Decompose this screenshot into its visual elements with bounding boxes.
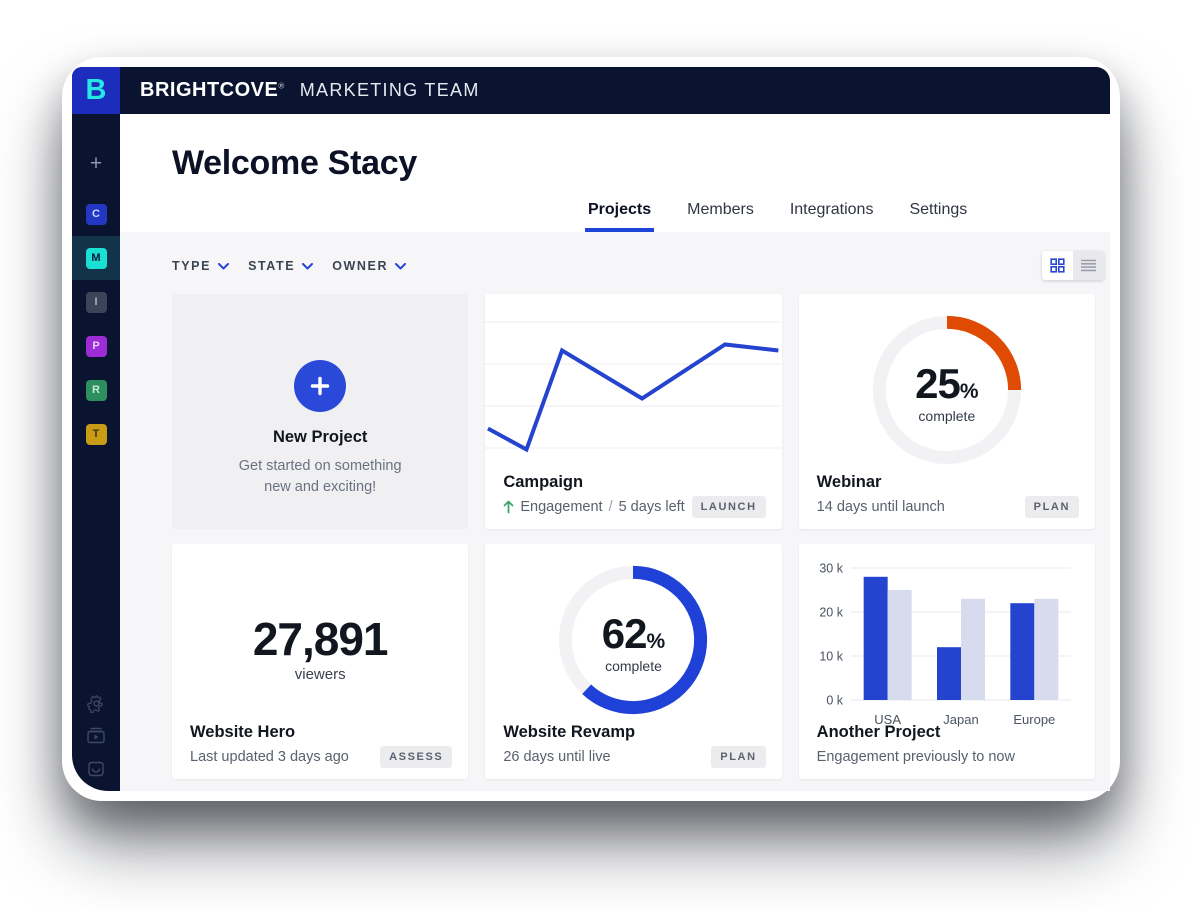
sidebar-item-r[interactable]: R — [72, 368, 120, 412]
gear-icon[interactable] — [86, 693, 106, 713]
filter-owner-dropdown[interactable]: OWNER — [332, 259, 407, 273]
chevron-down-icon — [218, 262, 230, 269]
card-title: Another Project — [816, 723, 941, 741]
new-project-card[interactable]: New Project Get started on something new… — [172, 294, 469, 529]
card-title: Webinar — [816, 473, 882, 491]
project-card-website-revamp[interactable]: 62% complete Website Revamp 26 days unti… — [485, 544, 782, 779]
filter-type-dropdown[interactable]: TYPE — [172, 259, 230, 273]
progress-percent: 62% — [601, 609, 666, 657]
top-bar: B BRIGHTCOVE® MARKETING TEAM — [72, 67, 1110, 114]
progress-caption: complete — [918, 407, 976, 424]
status-badge: LAUNCH — [691, 496, 766, 518]
tab-bar: Projects Members Integrations Settings — [585, 201, 970, 232]
plus-icon[interactable]: + — [89, 152, 103, 175]
sidebar-tile-letter: R — [85, 379, 107, 401]
engagement-bar-chart: 30 k 20 k 10 k 0 k USA Japan Europe — [819, 562, 1071, 727]
list-view-icon[interactable] — [1073, 251, 1104, 280]
progress-caption: complete — [605, 657, 662, 674]
tab-integrations[interactable]: Integrations — [789, 201, 874, 218]
svg-text:Europe: Europe — [1013, 712, 1055, 727]
svg-text:0 k: 0 k — [826, 694, 843, 708]
sidebar-item-p[interactable]: P — [72, 324, 120, 368]
svg-text:10 k: 10 k — [819, 650, 843, 664]
filter-label: OWNER — [332, 259, 389, 273]
trend-up-arrow-icon — [503, 500, 514, 514]
project-card-website-hero[interactable]: 27,891 viewers Website Hero Last updated… — [172, 544, 469, 779]
sidebar-tile-letter: M — [85, 247, 107, 269]
brand-name: BRIGHTCOVE® — [140, 79, 285, 101]
sidebar-tile-letter: C — [85, 203, 107, 225]
tab-members[interactable]: Members — [687, 201, 754, 218]
new-project-title: New Project — [272, 428, 368, 446]
filter-bar: TYPE STATE OWNER — [172, 253, 1104, 279]
svg-text:20 k: 20 k — [819, 606, 843, 620]
new-project-subtitle: Get started on something new and excitin… — [238, 458, 402, 495]
sidebar-item-c[interactable]: C — [72, 192, 120, 236]
project-card-campaign[interactable]: Campaign Engagement / 5 days left LAU — [485, 294, 782, 529]
chevron-down-icon — [302, 262, 314, 269]
filter-state-dropdown[interactable]: STATE — [248, 259, 314, 273]
projects-grid: New Project Get started on something new… — [172, 294, 1095, 779]
filter-label: STATE — [248, 259, 296, 273]
viewers-stat: 27,891 — [252, 613, 389, 665]
progress-percent: 25% — [915, 359, 979, 407]
page-title: Welcome Stacy — [172, 144, 417, 182]
tab-projects[interactable]: Projects — [585, 201, 655, 232]
svg-text:USA: USA — [874, 712, 901, 727]
progress-donut: 25% complete — [869, 312, 1025, 468]
grid-view-icon[interactable] — [1042, 251, 1073, 280]
sidebar-item-i[interactable]: I — [72, 280, 120, 324]
status-badge: PLAN — [711, 746, 766, 768]
sidebar-tile-letter: I — [85, 291, 107, 313]
plus-circle-icon[interactable] — [294, 360, 347, 412]
sidebar-tile-letter: T — [85, 423, 107, 445]
card-title: Website Hero — [190, 723, 296, 741]
card-title: Website Revamp — [503, 723, 636, 741]
svg-text:30 k: 30 k — [819, 562, 843, 576]
brightcove-logo[interactable]: B — [72, 67, 120, 114]
projects-panel: TYPE STATE OWNER — [120, 232, 1110, 791]
card-subtitle: Last updated 3 days ago — [190, 749, 349, 765]
status-badge: ASSESS — [380, 746, 453, 768]
card-title: Campaign — [503, 473, 584, 491]
sidebar-item-m[interactable]: M — [72, 236, 120, 280]
filter-label: TYPE — [172, 259, 212, 273]
chevron-down-icon — [395, 262, 407, 269]
card-subtitle: 26 days until live — [503, 749, 611, 765]
card-subtitle: Engagement previously to now — [816, 749, 1015, 765]
video-library-icon[interactable] — [86, 726, 106, 746]
engagement-line-chart — [485, 310, 781, 460]
bag-icon[interactable] — [86, 759, 106, 779]
project-card-another-project[interactable]: 30 k 20 k 10 k 0 k USA Japan Europe Another Pr… — [798, 544, 1095, 779]
brightcove-logo-letter: B — [85, 74, 107, 106]
svg-text:Japan: Japan — [943, 712, 978, 727]
tab-settings[interactable]: Settings — [909, 201, 968, 218]
view-toggle — [1042, 251, 1104, 280]
viewers-stat-label: viewers — [294, 666, 346, 683]
workspace-title: MARKETING TEAM — [299, 80, 480, 100]
sidebar-item-t[interactable]: T — [72, 412, 120, 456]
status-badge: PLAN — [1024, 496, 1079, 518]
progress-donut: 62% complete — [555, 562, 711, 718]
project-card-webinar[interactable]: 25% complete Webinar 14 days until launc… — [798, 294, 1095, 529]
sidebar-tile-letter: P — [85, 335, 107, 357]
card-subtitle: 14 days until launch — [816, 499, 945, 515]
registered-mark: ® — [278, 81, 285, 91]
card-subtitle: Engagement / 5 days left — [503, 499, 765, 515]
hero-section: Welcome Stacy Projects Members Integration… — [120, 114, 1110, 232]
sidebar-bottom — [86, 693, 106, 791]
